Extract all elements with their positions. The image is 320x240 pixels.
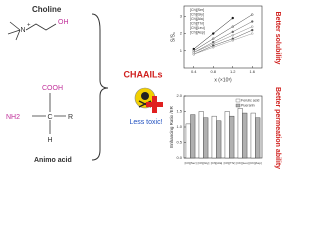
series-line (193, 26, 253, 53)
y-tick-label: 1 (180, 48, 183, 53)
legend-entry: [Ch][Thr] (190, 21, 204, 25)
charge: + (27, 23, 31, 29)
hydroxyl: OH (58, 19, 69, 26)
brace (91, 13, 109, 161)
solubility-note: Better solubility (274, 12, 281, 65)
side-chain: R (68, 114, 73, 121)
x-tick-label: 0.8 (210, 69, 216, 74)
legend-entry: [Ch][Gly] (190, 12, 204, 16)
x-tick-label: [Ch][Ala] (211, 161, 223, 165)
series-line (193, 33, 253, 55)
series-line (193, 29, 253, 55)
alpha-carbon: C (47, 114, 52, 121)
x-tick-label: [Ch][Leu] (236, 161, 248, 165)
x-tick-label: [Ch][Asp] (249, 161, 262, 165)
scatter-x-label: x (×10³) (214, 77, 232, 83)
scatter-frame (183, 5, 263, 69)
y-tick-label: 2.0 (176, 93, 182, 98)
choline-label: Choline (32, 5, 62, 14)
bar (224, 111, 230, 159)
legend-swatch (235, 103, 241, 108)
graphic-abstract: Choline N + OH COOH NH2 C R H Animo acid… (6, 5, 281, 169)
y-tick-label: 0.0 (176, 155, 182, 160)
x-tick-label: [Ch][Ser] (185, 161, 197, 165)
x-tick-label: 1.2 (230, 69, 236, 74)
permeation-note: Better permeation ability (274, 87, 281, 169)
y-tick-label: 1.0 (176, 124, 182, 129)
hazard-icon (134, 87, 163, 113)
y-tick-label: 3 (180, 13, 183, 18)
amino-acid-label: Animo acid (34, 157, 72, 164)
y-tick-label: 2 (180, 31, 183, 36)
bar (190, 114, 196, 159)
nitrogen: N (20, 27, 25, 34)
series-line (193, 21, 253, 53)
y-tick-label: 1.5 (176, 109, 182, 114)
bar (250, 112, 256, 159)
bar (203, 117, 209, 159)
x-tick-label: [Ch][Thr] (224, 161, 236, 165)
legend-entry: [Ch][Leu] (190, 26, 205, 30)
legend-entry: [Ch][Ala] (190, 17, 204, 21)
product-name: CHAAILs (123, 69, 162, 79)
x-tick-label: 1.6 (249, 69, 255, 74)
x-tick-label: 0.4 (191, 69, 197, 74)
legend-entry: Ferulic acid (241, 98, 259, 102)
carboxyl: COOH (42, 85, 63, 92)
bar-y-label: Enhancing Ratio /ER (169, 105, 174, 148)
y-tick-label: 0.5 (176, 140, 182, 145)
x-tick-label: [Ch][Gly] (198, 161, 210, 165)
bar (185, 123, 191, 159)
series-line (193, 17, 233, 50)
scatter-y-label: S/S₀ (170, 32, 176, 42)
legend-entry: [Ch][Asp] (190, 30, 205, 34)
legend-swatch (235, 98, 241, 103)
bar (255, 117, 261, 159)
amino-bonds (32, 93, 66, 134)
bar (242, 112, 248, 159)
legend-entry: Puerarin (241, 103, 255, 107)
toxicity-note: Less toxic! (129, 119, 162, 126)
choline-bonds (7, 21, 57, 41)
bar (237, 108, 243, 159)
bar (216, 120, 222, 159)
bar (229, 115, 235, 159)
amine: NH2 (6, 114, 20, 121)
series-line (193, 14, 253, 51)
hydrogen: H (47, 137, 52, 144)
bar (211, 115, 217, 159)
legend-entry: [Ch][Ser] (190, 8, 204, 12)
bar (198, 111, 204, 159)
